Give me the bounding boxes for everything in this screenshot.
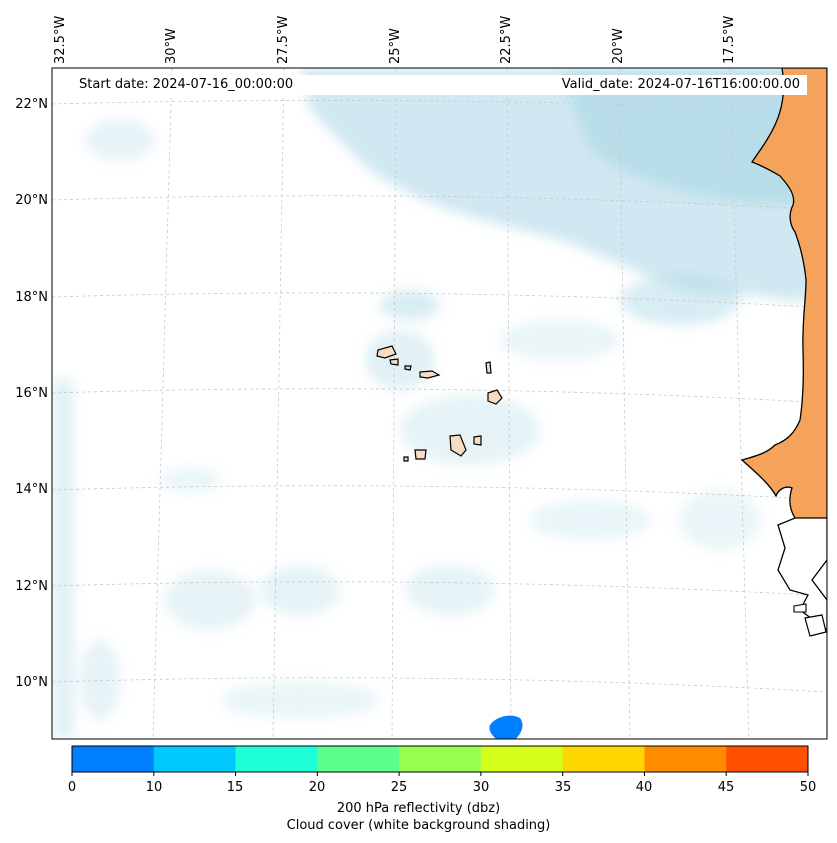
colorbar-tick-30: 30 bbox=[472, 780, 490, 795]
colorbar-sublabel: Cloud cover (white background shading) bbox=[286, 818, 551, 833]
colorbar-tick-35: 35 bbox=[554, 780, 572, 795]
land-africa bbox=[740, 68, 827, 637]
colorbar-tick-25: 25 bbox=[390, 780, 408, 795]
colorbar-tick-40: 40 bbox=[635, 780, 653, 795]
colorbar-tick-0: 0 bbox=[67, 780, 77, 795]
info-bar bbox=[73, 75, 807, 95]
lat-label-12n: 12°N bbox=[15, 579, 48, 594]
colorbar-segment bbox=[317, 746, 400, 772]
reflectivity-cell bbox=[489, 715, 523, 739]
colorbar-segment bbox=[153, 746, 237, 772]
colorbar-tick-45: 45 bbox=[717, 780, 735, 795]
lon-label-17-5w: 17.5°W bbox=[722, 15, 737, 64]
lon-label-22-5w: 22.5°W bbox=[499, 15, 514, 64]
lat-label-18n: 18°N bbox=[15, 290, 48, 305]
lon-label-30w: 30°W bbox=[164, 28, 179, 64]
lat-label-10n: 10°N bbox=[15, 675, 48, 690]
colorbar-segment bbox=[399, 746, 482, 772]
colorbar-segment bbox=[644, 746, 727, 772]
colorbar-segment bbox=[726, 746, 809, 772]
valid-date-label: Valid_date: 2024-07-16T16:00:00.00 bbox=[561, 77, 800, 92]
cloud-cover-shading bbox=[52, 68, 827, 739]
colorbar-tick-50: 50 bbox=[799, 780, 817, 795]
colorbar-segment bbox=[480, 746, 564, 772]
lon-label-20w: 20°W bbox=[611, 28, 626, 64]
cape-verde-islands bbox=[376, 345, 503, 462]
colorbar-segment bbox=[72, 746, 155, 772]
colorbar bbox=[71, 745, 809, 776]
colorbar-border bbox=[71, 745, 809, 773]
lat-label-20n: 20°N bbox=[15, 193, 48, 208]
lon-label-32-5w: 32.5°W bbox=[53, 15, 68, 64]
start-date-label: Start date: 2024-07-16_00:00:00 bbox=[79, 77, 294, 92]
lon-label-25w: 25°W bbox=[388, 28, 403, 64]
lat-label-14n: 14°N bbox=[15, 482, 48, 497]
colorbar-label: 200 hPa reflectivity (dbz) bbox=[336, 801, 501, 816]
colorbar-tick-10: 10 bbox=[145, 780, 163, 795]
map-border bbox=[51, 67, 828, 740]
lon-label-27-5w: 27.5°W bbox=[276, 15, 291, 64]
lat-label-16n: 16°N bbox=[15, 386, 48, 401]
colorbar-segment bbox=[235, 746, 318, 772]
colorbar-tick-15: 15 bbox=[226, 780, 244, 795]
lat-label-22n: 22°N bbox=[15, 97, 48, 112]
colorbar-segment bbox=[562, 746, 645, 772]
colorbar-tick-20: 20 bbox=[308, 780, 326, 795]
gridlines bbox=[52, 68, 827, 739]
